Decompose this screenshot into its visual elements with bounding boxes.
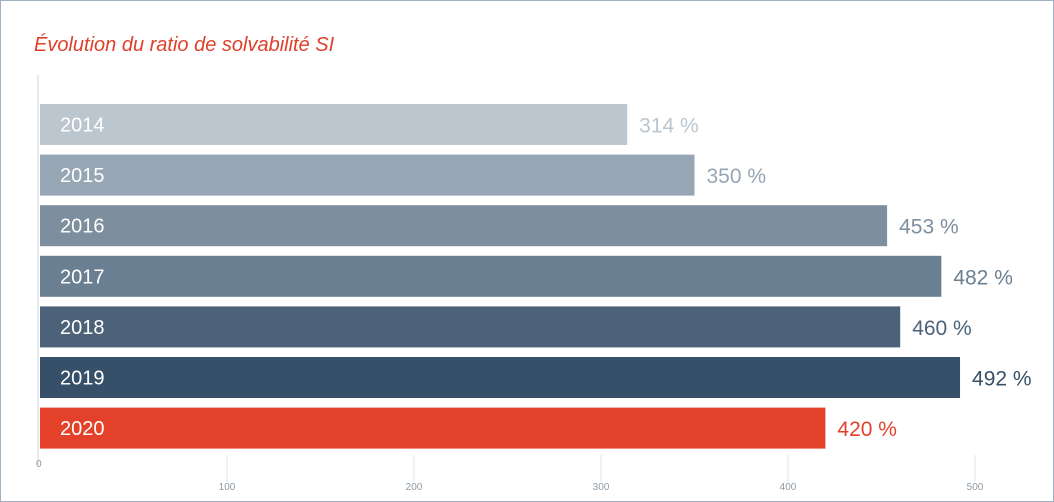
value-label-2019: 492 % <box>972 368 1032 391</box>
category-label-2018: 2018 <box>60 317 105 339</box>
x-tick-label: 200 <box>406 482 423 493</box>
category-label-2016: 2016 <box>60 216 105 238</box>
chart-title: Évolution du ratio de solvabilité SI <box>34 34 335 56</box>
x-tick-label: 400 <box>780 482 797 493</box>
x-tick-label: 300 <box>593 482 610 493</box>
x-tick-label: 0 <box>36 459 42 470</box>
bar-2018 <box>40 306 901 348</box>
value-label-2015: 350 % <box>707 165 767 188</box>
category-label-2019: 2019 <box>60 368 105 390</box>
value-label-2017: 482 % <box>953 266 1013 289</box>
value-label-2016: 453 % <box>899 216 959 239</box>
bar-2020 <box>40 407 826 449</box>
x-tick-label: 100 <box>219 482 236 493</box>
value-label-2018: 460 % <box>912 317 972 340</box>
value-label-2020: 420 % <box>837 418 897 441</box>
x-tick-label: 500 <box>967 482 984 493</box>
bar-2017 <box>40 255 942 297</box>
category-label-2015: 2015 <box>60 165 105 187</box>
category-label-2020: 2020 <box>60 418 105 440</box>
bar-2016 <box>40 205 888 247</box>
bar-2019 <box>40 357 961 398</box>
category-label-2017: 2017 <box>60 266 105 288</box>
bar-2015 <box>40 154 695 196</box>
value-label-2014: 314 % <box>639 115 699 138</box>
category-label-2014: 2014 <box>60 115 105 137</box>
bar-2014 <box>40 104 628 145</box>
